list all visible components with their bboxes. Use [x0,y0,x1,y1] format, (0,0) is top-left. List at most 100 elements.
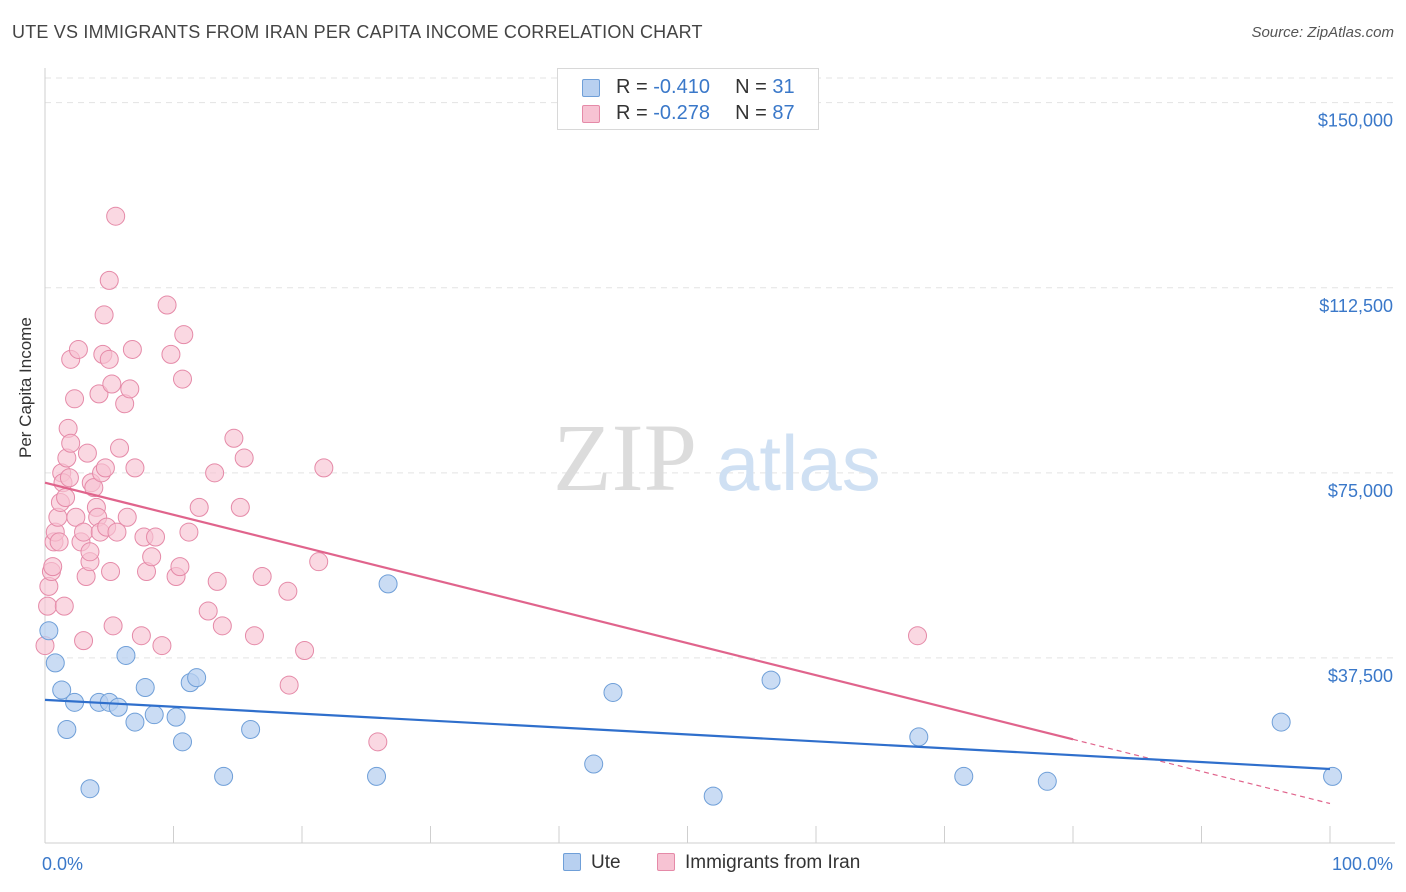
ute-point [166,707,186,727]
iran-point [157,295,177,315]
iran-point [142,547,162,567]
iran-point [152,636,172,656]
iran-point [125,458,145,478]
ute-point [909,727,929,747]
iran-point [120,379,140,399]
iran-point [314,458,334,478]
iran-point [230,497,250,517]
iran-point [309,552,329,572]
iran-point [99,349,119,369]
ute-point [214,766,234,786]
ute-trend-line [44,698,1331,771]
iran-point [161,344,181,364]
ute-r-label: R = [616,76,654,98]
ute-point [603,682,623,702]
iran-point [131,626,151,646]
iran-point [77,443,97,463]
iran-point [110,438,130,458]
x-tick-label-start: 0.0% [42,854,83,874]
ute-point [52,680,72,700]
iran-point [61,433,81,453]
iran-point [122,339,142,359]
ute-point [378,574,398,594]
iran-point [212,616,232,636]
iran-point [244,626,264,646]
iran-point [295,641,315,661]
y-tick-label: $150,000 [1318,111,1393,131]
ute-point [39,621,59,641]
iran-point [89,384,109,404]
ute-point [187,668,207,688]
iran-point [368,732,388,752]
legend-iran-swatch [657,853,675,871]
iran-r-value: -0.278 [653,102,710,124]
x-tick-label-end: 100.0% [1332,854,1393,874]
iran-point [74,522,94,542]
ute-point [116,645,136,665]
iran-point [80,542,100,562]
ute-point [1271,712,1291,732]
ute-point [584,754,604,774]
ute-point [1323,766,1343,786]
ute-point [135,678,155,698]
ute-point [45,653,65,673]
iran-point [56,488,76,508]
y-tick-label: $112,500 [1319,296,1393,316]
ute-point [144,705,164,725]
iran-point [207,571,227,591]
iran-trend-extension [1072,738,1331,805]
iran-point [84,478,104,498]
iran-n-value: 87 [772,102,795,124]
ute-point [1037,771,1057,791]
iran-point [68,339,88,359]
legend-ute-swatch [563,853,581,871]
legend-iran-label: Immigrants from Iran [685,852,861,873]
iran-point [117,507,137,527]
iran-point [179,522,199,542]
correlation-legend: R = -0.410 N = 31 R = -0.278 N = 87 [557,68,819,130]
ute-r-value: -0.410 [653,76,710,98]
legend-item-iran: Immigrants from Iran [657,852,860,874]
iran-point [74,631,94,651]
iran-point [189,497,209,517]
ute-point [80,779,100,799]
iran-swatch [582,105,600,123]
ute-point [125,712,145,732]
iran-point [95,458,115,478]
iran-point [107,522,127,542]
iran-point [174,325,194,345]
ute-point [57,719,77,739]
iran-point [172,369,192,389]
ute-point [241,719,261,739]
iran-point [38,596,58,616]
y-tick-label: $37,500 [1328,666,1393,686]
watermark-zip: ZIP [553,404,697,511]
ute-swatch [582,79,600,97]
ute-point [954,766,974,786]
legend-item-ute: Ute [563,852,621,874]
iran-point [279,675,299,695]
iran-point [234,448,254,468]
iran-trend-line [44,481,1074,741]
ute-point [703,786,723,806]
ute-point [367,766,387,786]
iran-point [146,527,166,547]
chart-title: UTE VS IMMIGRANTS FROM IRAN PER CAPITA I… [12,22,703,42]
watermark-atlas: atlas [716,419,881,507]
iran-point [224,428,244,448]
ute-point [172,732,192,752]
iran-point [103,616,123,636]
iran-point [102,374,122,394]
iran-point [198,601,218,621]
iran-point [101,562,121,582]
source-label: Source: ZipAtlas.com [1251,24,1394,41]
iran-point [205,463,225,483]
iran-point [908,626,928,646]
ute-point [108,697,128,717]
iran-point [94,305,114,325]
iran-point [66,507,86,527]
iran-n-label: N = [735,102,773,124]
iran-point [106,206,126,226]
y-axis-label: Per Capita Income [16,317,35,458]
ute-n-value: 31 [772,76,795,98]
